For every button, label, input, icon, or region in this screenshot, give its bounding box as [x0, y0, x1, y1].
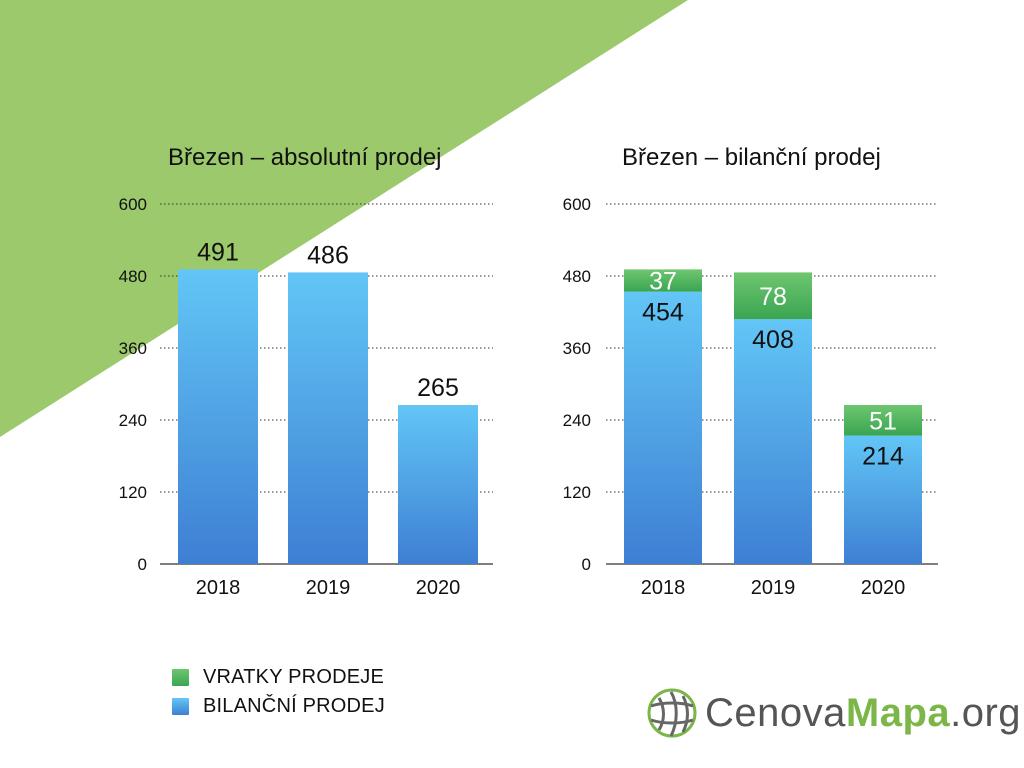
data-label: 491 [197, 238, 239, 266]
bar [288, 272, 368, 564]
x-tick-label: 2020 [861, 577, 906, 599]
x-tick-label: 2019 [306, 577, 351, 599]
y-tick-label: 600 [119, 195, 147, 214]
bar-segment-returns [624, 269, 702, 292]
data-label: 265 [417, 374, 459, 402]
y-tick-label: 480 [119, 267, 147, 286]
bar [178, 269, 258, 564]
y-tick-label: 120 [563, 483, 591, 502]
data-label-balance: 454 [642, 299, 684, 327]
bar-segment-returns [844, 405, 922, 436]
legend-swatch-green [172, 669, 189, 686]
chart-title-balance: Březen – bilanční prodej [622, 144, 881, 171]
y-tick-label: 480 [563, 267, 591, 286]
data-label-balance: 214 [862, 443, 904, 471]
globe-icon [647, 688, 697, 738]
data-label-balance: 408 [752, 326, 794, 354]
logo-text-cenova: Cenova [705, 690, 846, 735]
legend-item-returns: VRATKY PRODEJE [172, 663, 385, 692]
data-label-returns: 51 [869, 407, 897, 435]
data-label-returns: 78 [759, 283, 787, 311]
y-tick-label: 120 [119, 483, 147, 502]
x-tick-label: 2018 [196, 577, 241, 599]
y-tick-label: 360 [563, 339, 591, 358]
legend: VRATKY PRODEJE BILANČNÍ PRODEJ [172, 663, 385, 721]
data-label: 486 [307, 241, 349, 269]
x-tick-label: 2019 [751, 577, 796, 599]
x-tick-label: 2020 [416, 577, 461, 599]
legend-label-balance: BILANČNÍ PRODEJ [203, 695, 385, 717]
legend-item-balance: BILANČNÍ PRODEJ [172, 692, 385, 721]
bar-segment-balance [734, 319, 812, 564]
x-tick-label: 2018 [641, 577, 686, 599]
y-tick-label: 0 [138, 555, 147, 574]
logo-text: CenovaMapa.org [705, 691, 1021, 736]
y-tick-label: 0 [582, 555, 591, 574]
y-tick-label: 360 [119, 339, 147, 358]
chart-balance: 0 120 240 360 480 600 2018 2019 2020 454 37 408 78 21… [563, 195, 938, 599]
bar-segment-balance [624, 291, 702, 564]
chart-absolute: 0 120 240 360 480 600 2018 2019 2020 491 486 265 [119, 195, 493, 599]
bar-segment-balance [844, 435, 922, 564]
logo-text-org: .org [950, 690, 1022, 735]
bar [398, 405, 478, 564]
legend-label-returns: VRATKY PRODEJE [203, 666, 384, 688]
cenovamapa-logo: CenovaMapa.org [645, 684, 1021, 742]
y-tick-label: 240 [563, 411, 591, 430]
y-tick-label: 600 [563, 195, 591, 214]
legend-swatch-blue [172, 698, 189, 715]
logo-text-mapa: Mapa [845, 690, 951, 735]
bar-segment-returns [734, 272, 812, 320]
chart-title-absolute: Březen – absolutní prodej [168, 144, 442, 171]
y-tick-label: 240 [119, 411, 147, 430]
data-label-returns: 37 [649, 268, 677, 296]
